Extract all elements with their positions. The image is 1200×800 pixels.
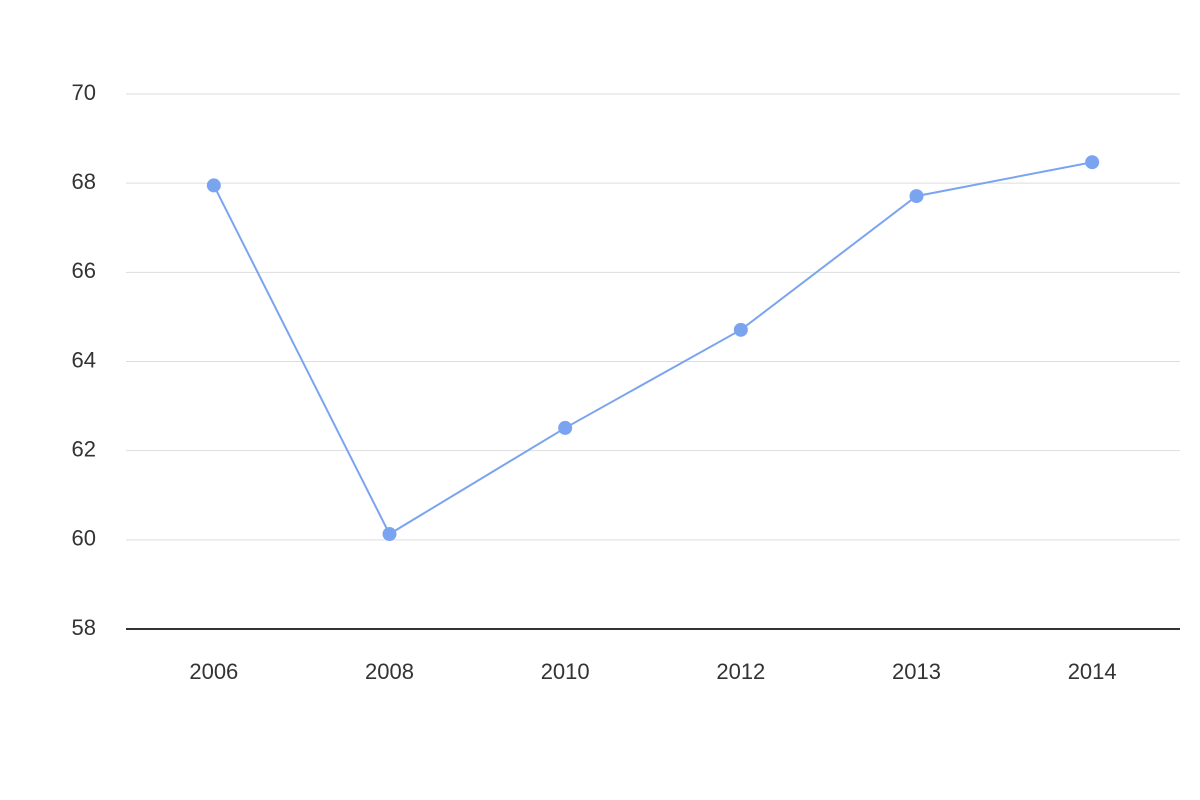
point: [733, 322, 748, 337]
x-tick-label: 2006: [189, 659, 238, 684]
x-tick-label: 2014: [1068, 659, 1117, 684]
x-tick-label: 2008: [365, 659, 414, 684]
y-tick-label: 58: [72, 615, 96, 640]
point: [1085, 155, 1100, 170]
y-tick-label: 68: [72, 169, 96, 194]
x-tick-label: 2012: [716, 659, 765, 684]
point: [206, 178, 221, 193]
point: [382, 527, 397, 542]
y-tick-label: 62: [72, 436, 96, 461]
point: [558, 420, 573, 435]
y-tick-label: 64: [72, 347, 96, 372]
x-tick-label: 2013: [892, 659, 941, 684]
x-tick-label: 2010: [541, 659, 590, 684]
y-tick-label: 70: [72, 80, 96, 105]
y-tick-label: 60: [72, 526, 96, 551]
y-tick-label: 66: [72, 258, 96, 283]
line: [212, 161, 1093, 536]
point: [909, 189, 924, 204]
